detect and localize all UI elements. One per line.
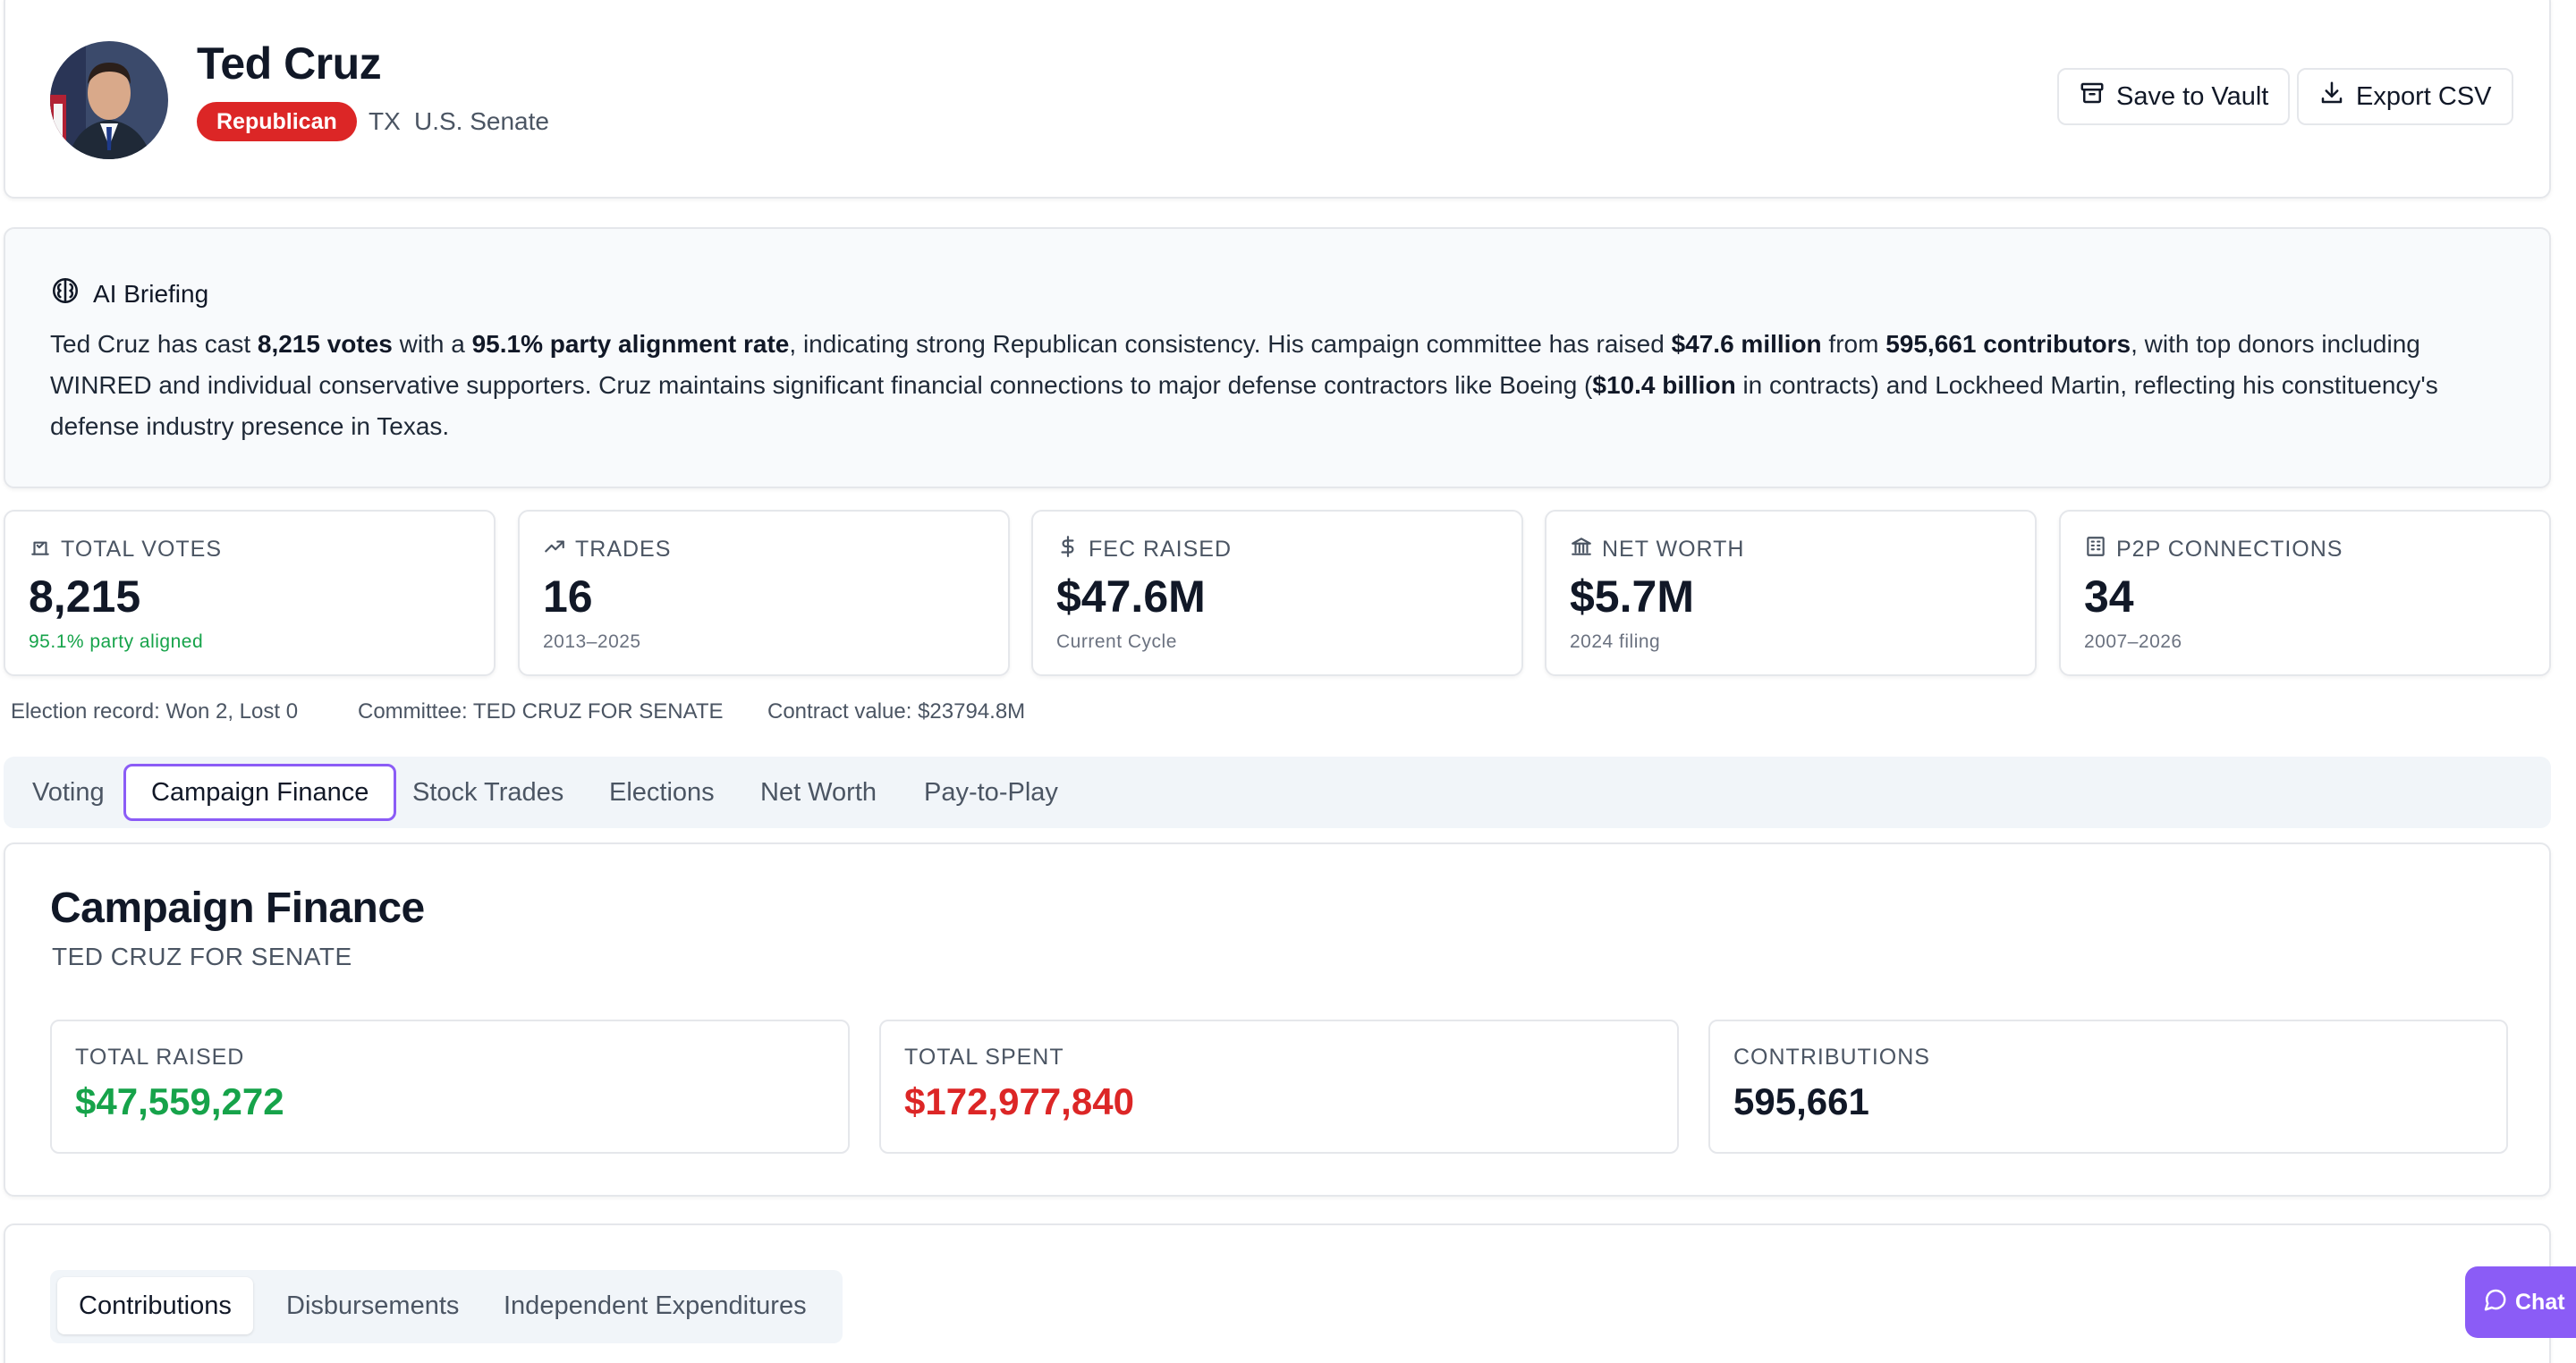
stat-sub: 2024 filing — [1570, 631, 1661, 652]
briefing-highlight: 95.1% party alignment rate — [471, 330, 790, 358]
tab-elections[interactable]: Elections — [609, 778, 715, 807]
stat-card-trades: TRADES 16 2013–2025 — [518, 510, 1010, 676]
stat-sub: Current Cycle — [1056, 631, 1177, 652]
stat-sub: 2007–2026 — [2084, 631, 2182, 652]
metric-value: 595,661 — [1733, 1080, 1869, 1122]
contract-value: Contract value: $23794.8M — [767, 699, 1026, 724]
save-to-vault-button[interactable]: Save to Vault — [2057, 68, 2291, 125]
briefing-highlight: $10.4 billion — [1592, 371, 1736, 399]
tab-campaign-finance[interactable]: Campaign Finance — [123, 764, 397, 821]
stat-label-row: P2P CONNECTIONS — [2084, 535, 2343, 564]
chamber-label: U.S. Senate — [414, 107, 549, 135]
brain-icon — [50, 275, 80, 312]
stat-label-row: NET WORTH — [1570, 535, 1744, 564]
briefing-text-segment: , with top donors including WINRED and i… — [50, 330, 2420, 399]
stat-value: 34 — [2084, 571, 2134, 622]
stat-card-net-worth: NET WORTH $5.7M 2024 filing — [1545, 510, 2037, 676]
briefing-text-segment: , indicating strong Republican consisten… — [789, 330, 1672, 358]
subtab-disbursements[interactable]: Disbursements — [286, 1291, 460, 1320]
stat-label: TRADES — [575, 537, 672, 562]
ai-briefing-panel: AI Briefing Ted Cruz has cast 8,215 vote… — [4, 227, 2551, 488]
campaign-finance-panel: Campaign Finance TED CRUZ FOR SENATE TOT… — [4, 842, 2551, 1197]
section-title: Campaign Finance — [50, 885, 425, 932]
stat-value: $5.7M — [1570, 571, 1694, 622]
section-tabs: Voting Campaign Finance Stock Trades Ele… — [4, 757, 2551, 828]
tab-pay-to-play[interactable]: Pay-to-Play — [924, 778, 1058, 807]
dollar-icon — [1056, 535, 1080, 564]
stat-value: 16 — [543, 571, 593, 622]
stat-label-row: FEC RAISED — [1056, 535, 1232, 564]
stat-card-fec-raised: FEC RAISED $47.6M Current Cycle — [1031, 510, 1523, 676]
stat-value: 8,215 — [29, 571, 141, 622]
metric-value: $172,977,840 — [904, 1080, 1134, 1122]
metric-value: $47,559,272 — [75, 1080, 284, 1122]
avatar — [50, 41, 168, 159]
stat-label: P2P CONNECTIONS — [2116, 537, 2343, 562]
download-icon — [2318, 80, 2345, 114]
briefing-text-segment: with a — [392, 330, 472, 358]
trend-icon — [543, 535, 566, 564]
briefing-text-segment: from — [1821, 330, 1886, 358]
chat-button[interactable]: Chat — [2465, 1266, 2576, 1338]
chat-label: Chat — [2515, 1289, 2565, 1315]
export-csv-button[interactable]: Export CSV — [2297, 68, 2513, 125]
ai-briefing-text: Ted Cruz has cast 8,215 votes with a 95.… — [50, 324, 2519, 447]
ai-briefing-title: AI Briefing — [93, 279, 209, 308]
save-to-vault-label: Save to Vault — [2116, 81, 2269, 111]
stat-label-row: TOTAL VOTES — [29, 535, 222, 564]
archive-icon — [2079, 80, 2106, 114]
total-spent-box: TOTAL SPENT $172,977,840 — [879, 1020, 1679, 1154]
briefing-text-segment: in contracts) and Lockheed Martin, refle… — [50, 371, 2438, 440]
contributions-box: CONTRIBUTIONS 595,661 — [1708, 1020, 2508, 1154]
total-raised-box: TOTAL RAISED $47,559,272 — [50, 1020, 850, 1154]
vote-icon — [29, 535, 52, 564]
briefing-highlight: 595,661 contributors — [1885, 330, 2131, 358]
committee-name: TED CRUZ FOR SENATE — [52, 943, 352, 970]
tab-voting[interactable]: Voting — [32, 778, 105, 807]
tab-stock-trades[interactable]: Stock Trades — [412, 778, 564, 807]
committee-info: Committee: TED CRUZ FOR SENATE — [358, 699, 724, 724]
briefing-text-segment: Ted Cruz has cast — [50, 330, 258, 358]
stat-label: TOTAL VOTES — [61, 537, 223, 562]
chat-bubble-icon — [2481, 1286, 2508, 1319]
export-csv-label: Export CSV — [2356, 81, 2492, 111]
state-label: TX — [369, 107, 401, 135]
stat-label-row: TRADES — [543, 535, 671, 564]
party-badge: Republican — [197, 102, 357, 141]
stat-sub: 95.1% party aligned — [29, 631, 204, 652]
building-icon — [2084, 535, 2107, 564]
ai-briefing-header: AI Briefing — [50, 275, 208, 312]
stat-value: $47.6M — [1056, 571, 1206, 622]
briefing-highlight: $47.6 million — [1671, 330, 1822, 358]
election-record: Election record: Won 2, Lost 0 — [11, 699, 299, 724]
profile-header: Ted Cruz Republican TX U.S. Senate Save … — [4, 0, 2551, 199]
subtab-contributions[interactable]: Contributions — [57, 1277, 253, 1334]
stat-label: FEC RAISED — [1089, 537, 1233, 562]
briefing-highlight: 8,215 votes — [257, 330, 393, 358]
politician-name: Ted Cruz — [197, 38, 382, 89]
tab-net-worth[interactable]: Net Worth — [760, 778, 877, 807]
subtab-independent-expenditures[interactable]: Independent Expenditures — [504, 1291, 807, 1320]
stat-card-total-votes: TOTAL VOTES 8,215 95.1% party aligned — [4, 510, 496, 676]
metric-label: TOTAL SPENT — [904, 1045, 1064, 1070]
metric-label: TOTAL RAISED — [75, 1045, 245, 1070]
bank-icon — [1570, 535, 1593, 564]
stat-card-p2p-connections: P2P CONNECTIONS 34 2007–2026 — [2059, 510, 2551, 676]
stat-label: NET WORTH — [1602, 537, 1745, 562]
finance-details-panel: Contributions Disbursements Independent … — [4, 1223, 2551, 1363]
metric-label: CONTRIBUTIONS — [1733, 1045, 1930, 1070]
stat-sub: 2013–2025 — [543, 631, 641, 652]
finance-subtabs: Contributions Disbursements Independent … — [50, 1270, 843, 1343]
